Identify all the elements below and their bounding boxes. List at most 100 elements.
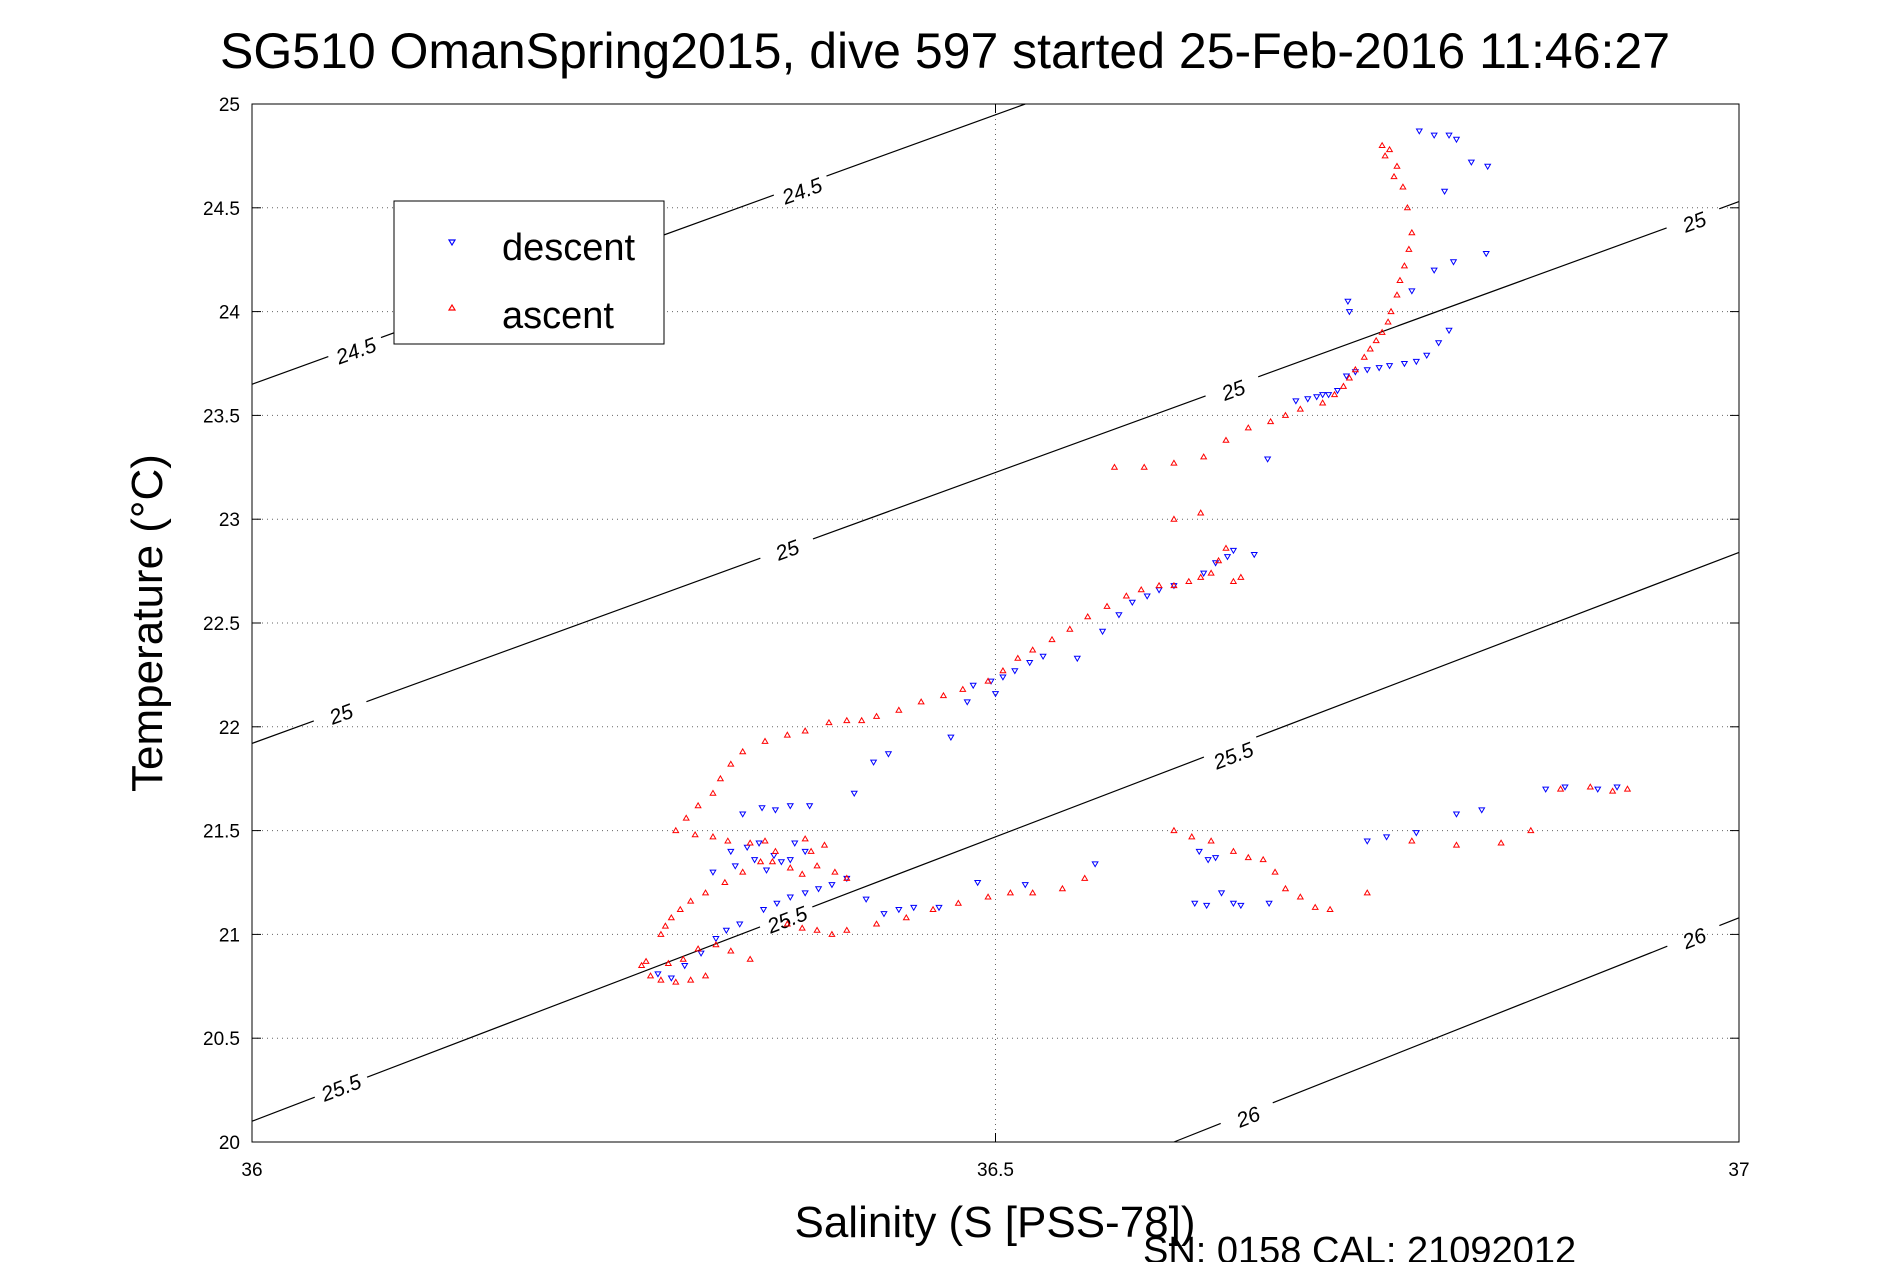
ascent-point bbox=[1006, 889, 1015, 896]
ascent-point bbox=[1399, 183, 1407, 190]
descent-point bbox=[1449, 259, 1458, 266]
descent-point bbox=[1021, 882, 1029, 889]
ascent-point bbox=[761, 837, 769, 844]
ascent-point bbox=[1351, 365, 1360, 373]
descent-point bbox=[667, 975, 676, 982]
ascent-point bbox=[801, 835, 809, 842]
ascent-point bbox=[724, 837, 732, 844]
descent-point bbox=[1292, 398, 1300, 405]
ascent-point bbox=[1110, 463, 1119, 470]
ascent-point bbox=[694, 801, 702, 809]
descent-point bbox=[801, 890, 809, 897]
isopycnal-line bbox=[366, 557, 761, 703]
isopycnal-label: 25.5 bbox=[763, 902, 811, 939]
descent-point bbox=[771, 807, 780, 814]
descent-point bbox=[1345, 309, 1354, 316]
ascent-point bbox=[1281, 884, 1290, 892]
ascent-point bbox=[843, 716, 851, 724]
y-tick-label: 24.5 bbox=[203, 199, 240, 220]
descent-point bbox=[1561, 784, 1569, 791]
ascent-point bbox=[843, 926, 851, 933]
ascent-point bbox=[1185, 577, 1193, 584]
ascent-point bbox=[813, 926, 821, 933]
descent-point bbox=[805, 803, 814, 810]
descent-point bbox=[1382, 834, 1391, 841]
descent-point bbox=[1478, 807, 1486, 814]
isopycnal-label: 25.5 bbox=[317, 1070, 365, 1107]
legend-label-descent: descent bbox=[502, 227, 636, 269]
ascent-point bbox=[872, 712, 881, 719]
ascent-point bbox=[1207, 837, 1215, 844]
ascent-point bbox=[872, 920, 881, 927]
descent-point bbox=[880, 911, 888, 918]
ascent-point bbox=[672, 826, 680, 834]
ascent-point bbox=[709, 833, 717, 840]
descent-point bbox=[1333, 387, 1342, 395]
descent-point bbox=[777, 859, 786, 866]
descent-point bbox=[1115, 612, 1123, 619]
ascent-point bbox=[1360, 353, 1368, 360]
isopycnal-label: 25 bbox=[1679, 208, 1710, 238]
descent-point bbox=[681, 963, 689, 970]
descent-point bbox=[743, 844, 751, 852]
ascent-point bbox=[716, 774, 725, 782]
descent-point bbox=[1434, 340, 1443, 347]
ascent-point bbox=[798, 870, 806, 877]
descent-point bbox=[1091, 861, 1099, 868]
descent-point bbox=[999, 674, 1007, 681]
x-tick-label: 36 bbox=[241, 1160, 262, 1181]
ascent-point bbox=[1066, 625, 1074, 632]
isopycnal-line bbox=[826, 103, 1026, 177]
descent-point bbox=[1211, 855, 1220, 862]
descent-point bbox=[801, 848, 809, 856]
descent-point bbox=[1452, 136, 1461, 144]
ascent-point bbox=[828, 930, 836, 937]
ascent-point bbox=[1259, 855, 1267, 863]
isopycnal-line bbox=[812, 395, 1206, 540]
isopycnal-label: 25.5 bbox=[1209, 738, 1257, 775]
ascent-point bbox=[1222, 436, 1230, 443]
x-tick-label: 37 bbox=[1728, 1160, 1749, 1181]
descent-point bbox=[697, 950, 705, 957]
descent-point bbox=[1430, 267, 1438, 274]
ascent-point bbox=[1381, 152, 1389, 159]
ascent-point bbox=[756, 857, 765, 865]
descent-point bbox=[1237, 902, 1245, 910]
serial-calibration-note: SN: 0158 CAL: 21092012 bbox=[1143, 1230, 1576, 1262]
descent-point bbox=[1484, 163, 1492, 171]
descent-point bbox=[963, 699, 971, 706]
ascent-point bbox=[1271, 868, 1279, 875]
ascent-point bbox=[746, 955, 754, 962]
ascent-point bbox=[661, 922, 670, 929]
descent-point bbox=[991, 691, 1000, 698]
descent-point bbox=[1375, 365, 1383, 372]
descent-point bbox=[759, 906, 768, 914]
isopycnal-line bbox=[251, 356, 329, 385]
descent-point bbox=[884, 751, 893, 758]
y-tick-label: 20 bbox=[219, 1133, 240, 1154]
y-tick-label: 21 bbox=[219, 925, 240, 946]
descent-point bbox=[814, 886, 823, 893]
ascent-point bbox=[691, 830, 699, 838]
descent-point bbox=[969, 682, 977, 690]
descent-point bbox=[869, 759, 878, 766]
descent-point bbox=[755, 840, 763, 847]
descent-point bbox=[1128, 599, 1136, 607]
descent-point bbox=[1026, 659, 1034, 667]
ascent-point bbox=[807, 847, 815, 854]
descent-point bbox=[1385, 363, 1394, 370]
y-tick-label: 21.5 bbox=[203, 822, 240, 843]
ascent-point bbox=[999, 666, 1007, 674]
descent-point bbox=[1445, 327, 1453, 335]
ascent-point bbox=[667, 913, 676, 921]
ascent-point bbox=[1197, 573, 1205, 580]
isopycnal-line bbox=[366, 926, 761, 1078]
isopycnal-line bbox=[251, 720, 315, 744]
ascent-point bbox=[1170, 826, 1178, 834]
y-tick-label: 20.5 bbox=[203, 1029, 240, 1050]
ascent-point bbox=[1296, 405, 1305, 412]
ascent-point bbox=[954, 899, 962, 906]
ascent-point bbox=[657, 930, 665, 937]
ascent-point bbox=[1170, 581, 1178, 589]
